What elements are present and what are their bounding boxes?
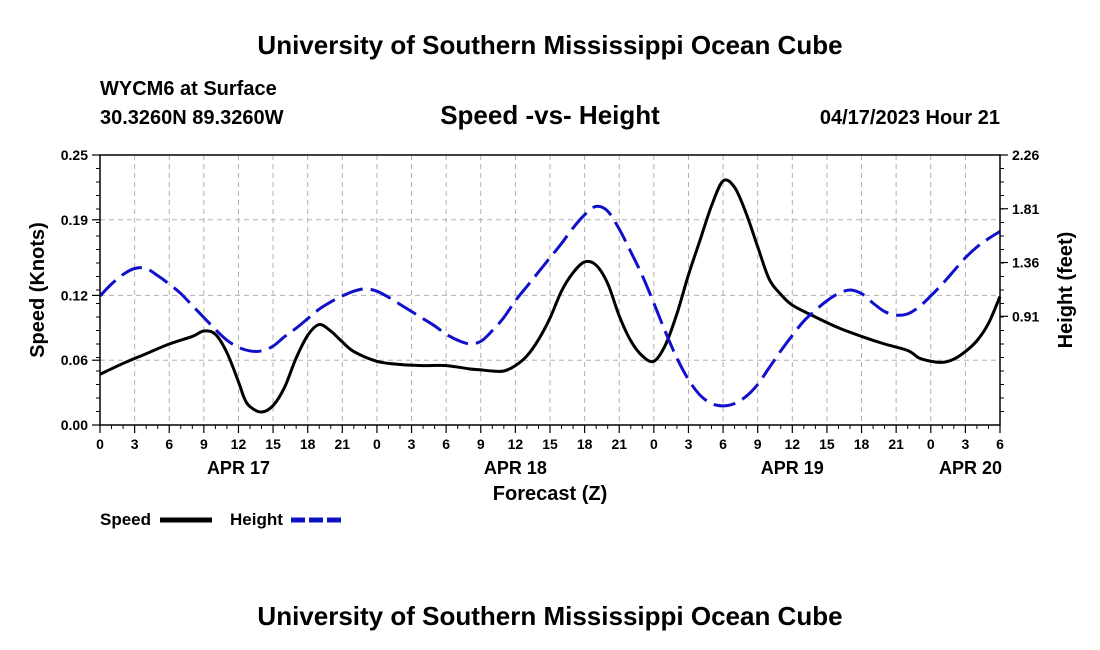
- x-axis-title: Forecast (Z): [493, 483, 607, 505]
- y-tick-label: 0.25: [61, 147, 88, 163]
- datetime-label: 04/17/2023 Hour 21: [820, 107, 1000, 129]
- coordinates-label: 30.3260N 89.3260W: [100, 107, 284, 129]
- x-tick-label: 12: [231, 436, 247, 452]
- legend-speed-label: Speed: [100, 510, 151, 529]
- y-tick-label: 0.06: [61, 352, 88, 368]
- station-label: WYCM6 at Surface: [100, 78, 277, 100]
- x-tick-label: 6: [719, 436, 727, 452]
- x-tick-label: 21: [335, 436, 351, 452]
- y2-axis-title: Height (feet): [1055, 232, 1077, 349]
- x-tick-label: 9: [200, 436, 208, 452]
- date-label: APR 19: [761, 458, 824, 478]
- series-lines: [98, 178, 1002, 414]
- x-tick-label: 21: [611, 436, 627, 452]
- y2-tick-label: 0.91: [1012, 308, 1039, 324]
- series-line-speed: [99, 178, 1002, 414]
- x-tick-label: 6: [165, 436, 173, 452]
- x-tick-label: 6: [996, 436, 1004, 452]
- y2-tick-label: 2.26: [1012, 147, 1039, 163]
- y2-tick-label: 1.36: [1012, 255, 1039, 271]
- y-tick-label: 0.19: [61, 212, 88, 228]
- x-tick-label: 0: [650, 436, 658, 452]
- y2-tick-label: 1.81: [1012, 201, 1039, 217]
- x-tick-label: 18: [854, 436, 870, 452]
- x-tick-label: 21: [888, 436, 904, 452]
- x-tick-label: 0: [96, 436, 104, 452]
- x-tick-label: 3: [961, 436, 969, 452]
- x-tick-label: 9: [477, 436, 485, 452]
- y-tick-label: 0.12: [61, 287, 88, 303]
- footer-title: University of Southern Mississippi Ocean…: [257, 601, 842, 631]
- grid-lines: [100, 155, 1000, 425]
- x-tick-label: 3: [408, 436, 416, 452]
- page-title: University of Southern Mississippi Ocean…: [257, 30, 842, 60]
- x-tick-label: 15: [819, 436, 835, 452]
- chart-title: Speed -vs- Height: [440, 100, 660, 130]
- axes: 0 3 6 9 12 15 18 21 0 3 6 9 12 15 18 21 0 3 6 9 12 15 18 21 0 3 6 0…: [61, 147, 1040, 478]
- x-tick-label: 15: [265, 436, 281, 452]
- x-tick-label: 0: [373, 436, 381, 452]
- y-tick-label: 0.00: [61, 417, 88, 433]
- x-tick-label: 9: [754, 436, 762, 452]
- x-tick-label: 15: [542, 436, 558, 452]
- x-tick-label: 18: [300, 436, 316, 452]
- x-tick-label: 12: [508, 436, 524, 452]
- series-line-height: [98, 204, 1001, 408]
- legend-height-label: Height: [230, 510, 283, 529]
- date-label: APR 20: [939, 458, 1002, 478]
- date-label: APR 17: [207, 458, 270, 478]
- y-axis-title: Speed (Knots): [27, 222, 49, 358]
- x-tick-label: 3: [685, 436, 693, 452]
- x-tick-label: 18: [577, 436, 593, 452]
- x-tick-label: 6: [442, 436, 450, 452]
- date-label: APR 18: [484, 458, 547, 478]
- x-tick-label: 3: [131, 436, 139, 452]
- x-tick-label: 0: [927, 436, 935, 452]
- x-tick-label: 12: [785, 436, 801, 452]
